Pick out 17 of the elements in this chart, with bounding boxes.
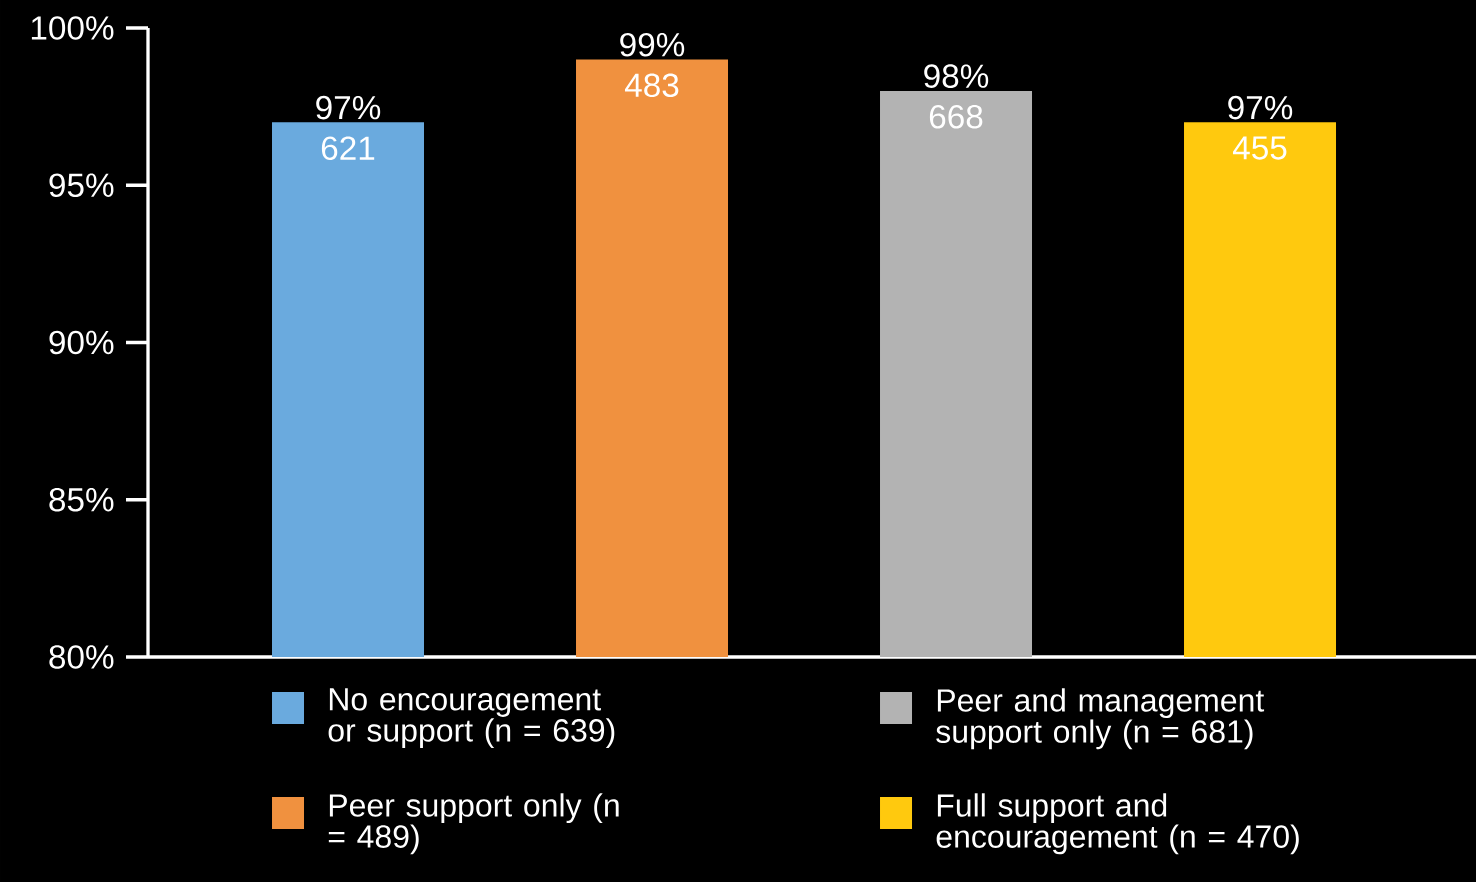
legend-label: Peer support only (n = 489) (328, 793, 619, 855)
y-tick-label: 85% (49, 487, 114, 512)
legend-label: Peer and management support only (n = 681) (936, 688, 1265, 750)
annotation: 668 (929, 104, 983, 129)
y-tick-label: 95% (49, 173, 114, 198)
data-label: 97% (1228, 95, 1293, 120)
annotation: 455 (1232, 136, 1287, 160)
legend-label: Full support and encouragement (n = 470) (936, 793, 1299, 855)
annotation: 483 (624, 73, 679, 98)
annotation: 621 (321, 136, 375, 160)
legend-label: No encouragement or support (n = 639) (328, 688, 615, 749)
y-tick-label: 90% (49, 330, 114, 355)
data-label: 98% (924, 64, 989, 88)
data-label: 97% (316, 95, 381, 120)
data-label: 99% (620, 32, 685, 57)
y-tick-label: 80% (49, 645, 114, 669)
y-tick-label: 100% (31, 16, 114, 40)
